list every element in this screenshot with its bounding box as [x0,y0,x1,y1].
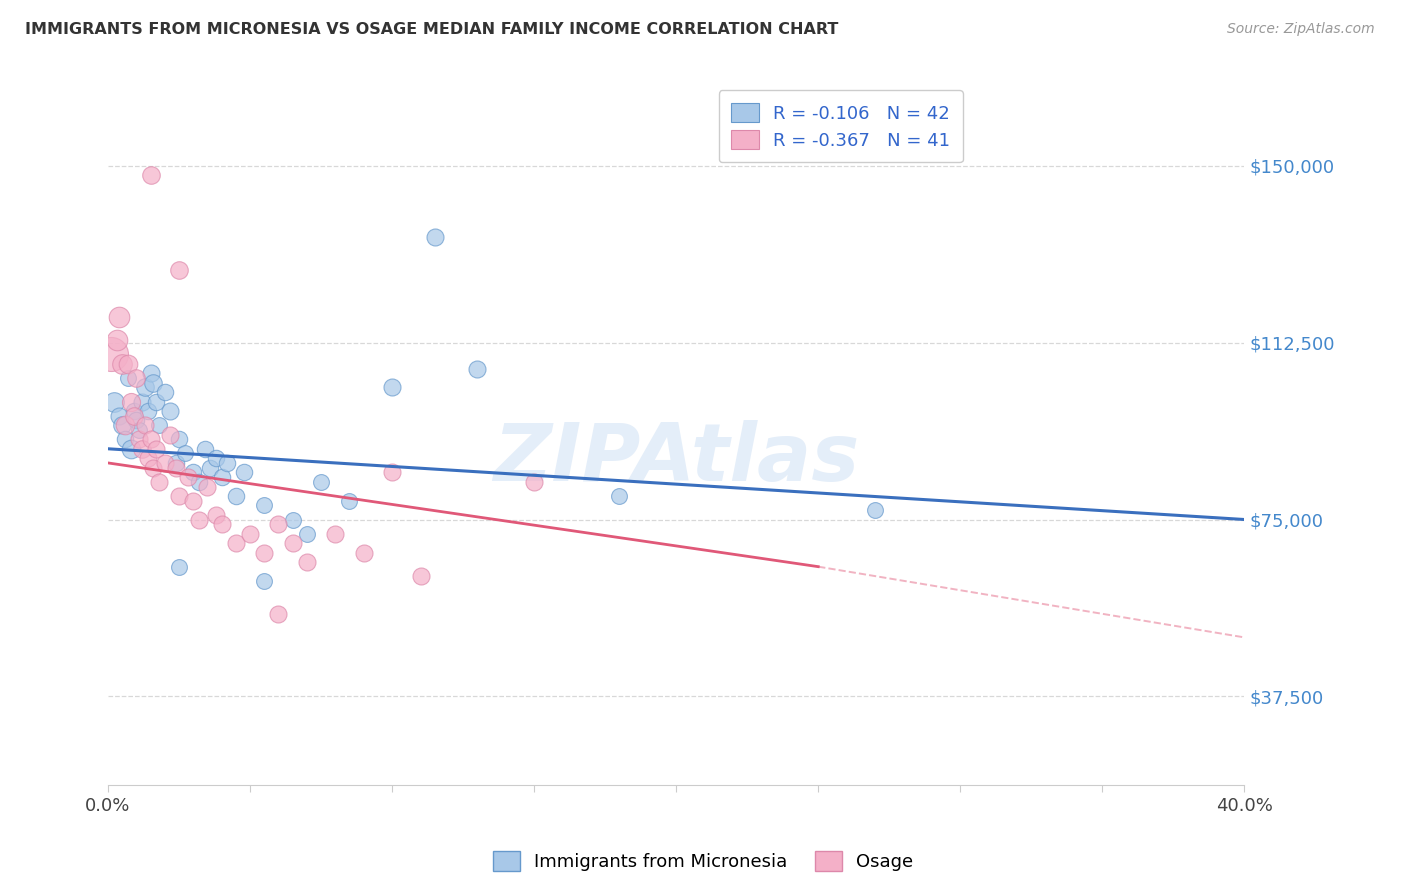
Point [167,489,190,503]
Point [309,475,332,489]
Point [103,394,125,409]
Point [117,357,139,371]
Point [139,433,162,447]
Point [159,427,181,442]
Point [465,361,488,376]
Point [128,423,150,437]
Point [111,357,134,371]
Point [267,607,290,621]
Point [281,512,304,526]
Point [136,404,159,418]
Point [167,262,190,277]
Point [114,418,136,433]
Point [295,555,318,569]
Point [139,169,162,183]
Point [253,574,276,588]
Point [114,433,136,447]
Point [131,394,153,409]
Point [253,499,276,513]
Point [122,404,145,418]
Point [125,413,148,427]
Point [523,475,546,489]
Point [217,456,239,470]
Text: Source: ZipAtlas.com: Source: ZipAtlas.com [1227,22,1375,37]
Point [105,334,128,348]
Point [187,512,209,526]
Point [200,460,222,475]
Point [323,526,346,541]
Point [134,418,156,433]
Point [145,394,167,409]
Point [381,380,404,394]
Point [423,229,446,244]
Point [108,310,131,324]
Point [353,545,375,559]
Point [381,466,404,480]
Point [176,470,198,484]
Point [117,371,139,385]
Point [134,380,156,394]
Point [120,442,142,456]
Point [253,545,276,559]
Point [173,446,195,460]
Point [409,569,432,583]
Point [225,489,247,503]
Point [125,371,148,385]
Point [211,517,233,532]
Point [142,460,165,475]
Point [153,456,176,470]
Point [159,404,181,418]
Point [111,418,134,433]
Point [339,493,361,508]
Point [100,347,122,361]
Point [225,536,247,550]
Point [194,442,217,456]
Legend: Immigrants from Micronesia, Osage: Immigrants from Micronesia, Osage [485,844,921,879]
Point [239,526,262,541]
Point [205,451,228,466]
Point [120,394,142,409]
Point [233,466,256,480]
Point [197,479,219,493]
Point [167,433,190,447]
Point [181,466,204,480]
Point [165,460,187,475]
Text: ZIPAtlas: ZIPAtlas [494,420,859,499]
Point [142,376,165,390]
Point [167,559,190,574]
Point [128,433,150,447]
Point [165,456,187,470]
Point [131,442,153,456]
Point [211,470,233,484]
Point [148,475,170,489]
Point [136,451,159,466]
Point [148,418,170,433]
Legend: R = -0.106   N = 42, R = -0.367   N = 41: R = -0.106 N = 42, R = -0.367 N = 41 [718,90,963,162]
Point [609,489,631,503]
Text: IMMIGRANTS FROM MICRONESIA VS OSAGE MEDIAN FAMILY INCOME CORRELATION CHART: IMMIGRANTS FROM MICRONESIA VS OSAGE MEDI… [25,22,839,37]
Point [281,536,304,550]
Point [187,475,209,489]
Point [145,442,167,456]
Point [139,367,162,381]
Point [205,508,228,522]
Point [267,517,290,532]
Point [863,503,886,517]
Point [295,526,318,541]
Point [181,493,204,508]
Point [108,409,131,423]
Point [153,385,176,400]
Point [122,409,145,423]
